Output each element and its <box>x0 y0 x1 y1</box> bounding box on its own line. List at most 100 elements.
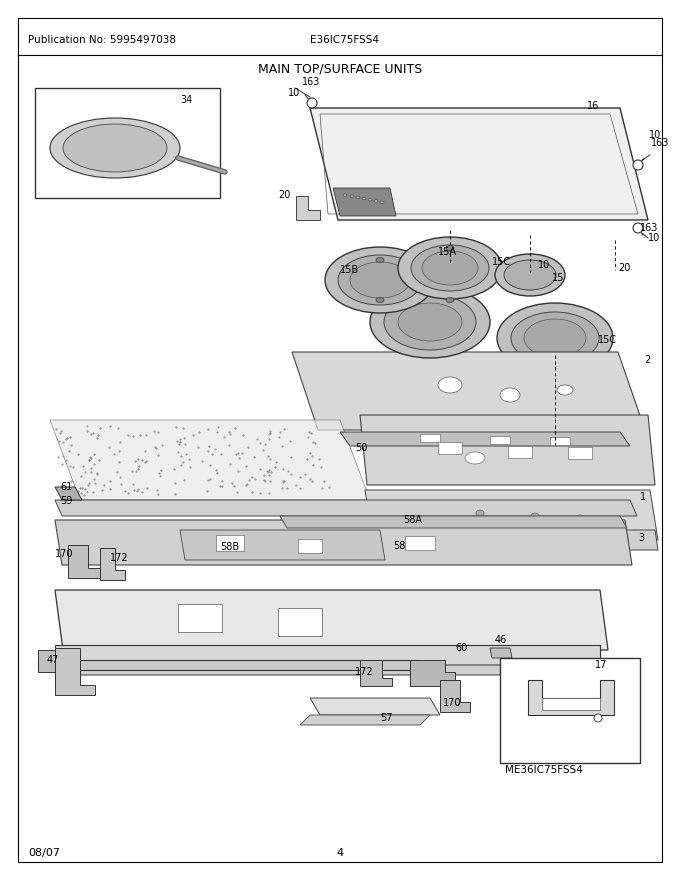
Text: 50: 50 <box>355 443 367 453</box>
Text: 15: 15 <box>552 273 564 283</box>
Text: 10: 10 <box>649 130 661 140</box>
Text: 58: 58 <box>393 541 405 551</box>
Text: 170: 170 <box>55 549 73 559</box>
Bar <box>500 658 640 763</box>
Polygon shape <box>310 108 648 220</box>
Text: 172: 172 <box>110 553 129 563</box>
Text: 163: 163 <box>302 77 320 87</box>
Text: 61: 61 <box>60 482 72 492</box>
Text: ME36IC75FSS4: ME36IC75FSS4 <box>505 765 583 775</box>
Polygon shape <box>55 590 608 650</box>
Ellipse shape <box>531 513 539 519</box>
Text: Publication No: 5995497038: Publication No: 5995497038 <box>28 35 176 45</box>
Polygon shape <box>565 530 658 550</box>
Text: MAIN TOP/SURFACE UNITS: MAIN TOP/SURFACE UNITS <box>258 62 422 75</box>
Text: E36IC75FSS4: E36IC75FSS4 <box>310 35 379 45</box>
Polygon shape <box>490 648 512 658</box>
Ellipse shape <box>438 377 462 393</box>
Polygon shape <box>216 535 244 551</box>
Ellipse shape <box>307 98 317 108</box>
Polygon shape <box>292 352 645 430</box>
Text: 10: 10 <box>288 88 301 98</box>
Polygon shape <box>360 660 392 686</box>
Ellipse shape <box>422 251 478 285</box>
Polygon shape <box>38 660 420 670</box>
Polygon shape <box>300 715 430 725</box>
Polygon shape <box>296 196 320 220</box>
Text: 20: 20 <box>618 263 630 273</box>
Text: 47: 47 <box>47 655 59 665</box>
Ellipse shape <box>398 303 462 341</box>
Ellipse shape <box>465 452 485 464</box>
Ellipse shape <box>372 128 428 162</box>
Ellipse shape <box>576 515 584 521</box>
Polygon shape <box>410 660 455 686</box>
Polygon shape <box>490 436 510 444</box>
Ellipse shape <box>594 714 602 722</box>
Text: 10: 10 <box>538 260 550 270</box>
Polygon shape <box>55 520 632 565</box>
Ellipse shape <box>553 139 597 165</box>
Ellipse shape <box>407 146 503 204</box>
Ellipse shape <box>356 196 360 199</box>
Polygon shape <box>55 645 600 668</box>
Polygon shape <box>568 447 592 459</box>
Text: 170: 170 <box>443 698 462 708</box>
Text: 58A: 58A <box>403 515 422 525</box>
Polygon shape <box>55 487 82 500</box>
Text: 17: 17 <box>595 660 607 670</box>
Text: 58B: 58B <box>220 542 239 552</box>
Ellipse shape <box>633 160 643 170</box>
Text: 15B: 15B <box>340 265 359 275</box>
Text: 57: 57 <box>380 713 392 723</box>
Text: 10: 10 <box>648 233 660 243</box>
Text: 34: 34 <box>180 95 192 105</box>
Ellipse shape <box>350 195 354 197</box>
Ellipse shape <box>325 247 435 313</box>
Ellipse shape <box>446 246 454 251</box>
Ellipse shape <box>376 297 384 303</box>
Ellipse shape <box>421 155 489 195</box>
Ellipse shape <box>50 118 180 178</box>
Polygon shape <box>365 490 658 540</box>
Ellipse shape <box>376 258 384 262</box>
Polygon shape <box>55 665 608 675</box>
Polygon shape <box>298 539 322 553</box>
Text: 163: 163 <box>640 223 658 233</box>
Polygon shape <box>438 442 462 454</box>
Text: 60: 60 <box>455 643 467 653</box>
Ellipse shape <box>508 166 588 214</box>
Polygon shape <box>100 548 125 580</box>
Ellipse shape <box>524 319 586 357</box>
Text: 15A: 15A <box>438 247 457 257</box>
Ellipse shape <box>370 286 490 358</box>
Ellipse shape <box>368 199 372 201</box>
Polygon shape <box>550 437 570 445</box>
Ellipse shape <box>543 133 607 171</box>
Polygon shape <box>360 415 655 485</box>
Ellipse shape <box>374 200 378 202</box>
Polygon shape <box>68 545 100 578</box>
Ellipse shape <box>360 121 440 169</box>
Ellipse shape <box>362 197 366 200</box>
Ellipse shape <box>338 255 422 305</box>
Ellipse shape <box>557 385 573 395</box>
Polygon shape <box>508 446 532 458</box>
Ellipse shape <box>520 173 576 207</box>
Polygon shape <box>278 608 322 636</box>
Ellipse shape <box>380 201 384 203</box>
Ellipse shape <box>63 124 167 172</box>
Ellipse shape <box>462 131 518 165</box>
Bar <box>35 88 220 198</box>
Ellipse shape <box>495 254 565 296</box>
Polygon shape <box>333 188 396 216</box>
Polygon shape <box>280 516 627 528</box>
Polygon shape <box>180 530 385 560</box>
Text: 46: 46 <box>495 635 507 645</box>
Ellipse shape <box>343 194 347 196</box>
Ellipse shape <box>497 303 613 373</box>
Ellipse shape <box>350 262 410 298</box>
Text: 2: 2 <box>644 355 650 365</box>
Polygon shape <box>420 434 440 442</box>
Polygon shape <box>55 648 95 695</box>
